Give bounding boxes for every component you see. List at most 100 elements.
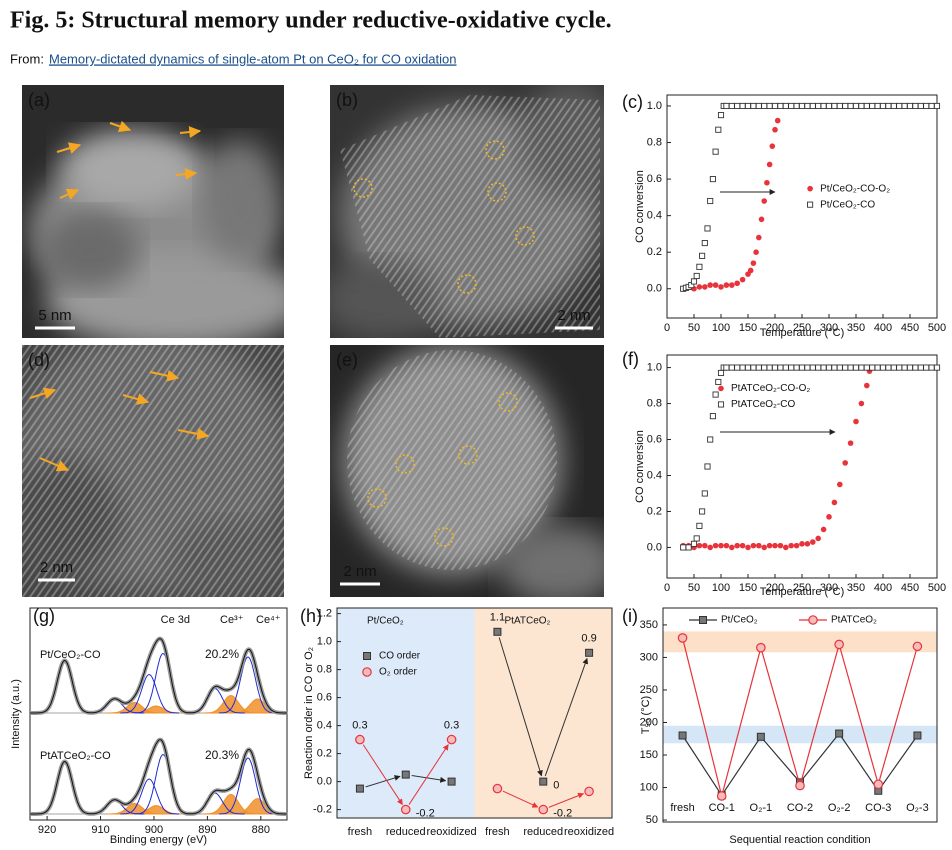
pt-atom-circle	[458, 445, 478, 465]
transition-arrow	[544, 657, 589, 777]
data-point	[842, 460, 848, 466]
data-point	[901, 364, 908, 371]
data-point	[772, 542, 778, 549]
y-tick-label: 0.6	[317, 692, 332, 704]
data-point	[744, 102, 752, 110]
data-point	[788, 102, 795, 110]
scale-bar-label: 5 nm	[38, 307, 71, 324]
x-tick-label: 350	[847, 322, 865, 334]
x-tick-label: 500	[928, 322, 946, 334]
highlight-band	[663, 631, 937, 653]
panel-label: (a)	[28, 90, 50, 110]
data-point	[769, 143, 776, 149]
data-point	[766, 364, 773, 371]
data-point	[717, 112, 725, 119]
ratio-label: 20.2%	[205, 647, 239, 661]
data-point	[831, 499, 838, 506]
data-point	[756, 642, 766, 653]
pt-atom-circle	[353, 178, 373, 198]
data-point	[825, 364, 833, 371]
data-point	[852, 364, 860, 371]
data-point	[702, 284, 708, 290]
data-point	[701, 240, 708, 247]
value-label: -0.2	[553, 808, 572, 820]
y-axis-label: CO conversion	[634, 430, 646, 503]
data-point	[798, 364, 806, 371]
data-point	[766, 102, 773, 110]
data-point	[715, 378, 722, 386]
x-tick-label: 300	[820, 582, 838, 594]
plot-frame	[662, 607, 938, 823]
data-point	[755, 102, 762, 110]
x-tick-label: 250	[793, 582, 811, 594]
lattice	[22, 345, 284, 597]
x-tick-label: 200	[766, 322, 784, 334]
data-point	[847, 102, 854, 110]
data-point	[718, 284, 724, 290]
data-point	[696, 522, 703, 529]
x-tick-label: O₂-3	[906, 802, 929, 814]
data-point	[777, 364, 784, 371]
data-point	[788, 542, 794, 549]
pt-atom-circle	[395, 454, 415, 474]
data-point	[756, 542, 762, 549]
data-point	[680, 544, 687, 551]
value-label: 0	[553, 780, 559, 792]
data-point	[707, 436, 714, 443]
data-point	[863, 364, 870, 371]
x-tick-label: 0	[664, 582, 670, 594]
fit-component	[134, 652, 193, 714]
data-point	[701, 490, 708, 497]
pointer-arrow	[59, 188, 80, 200]
x-tick-label: fresh	[485, 826, 509, 838]
x-tick-label: 200	[766, 582, 784, 594]
data-point	[753, 249, 759, 255]
data-point	[745, 544, 751, 551]
panel-label: (d)	[28, 350, 50, 370]
data-point	[804, 102, 811, 110]
region-label: PtATCeO₂	[505, 616, 551, 627]
value-label: -0.2	[416, 808, 435, 820]
y-tick-label: 0.0	[317, 776, 332, 788]
data-point	[771, 102, 779, 110]
data-point	[890, 102, 897, 110]
x-tick-label: 50	[688, 322, 700, 334]
data-point	[699, 252, 706, 259]
data-point	[912, 641, 923, 652]
data-point	[734, 102, 741, 110]
data-point	[917, 364, 924, 371]
data-point	[718, 542, 724, 549]
data-point	[858, 400, 865, 407]
fit-component	[219, 656, 278, 714]
scale-bar-label: 2 nm	[343, 563, 376, 580]
legend-label: Pt/CeO₂	[721, 615, 758, 626]
particle	[40, 210, 140, 290]
data-point	[815, 364, 822, 371]
value-label: 0.9	[581, 633, 596, 645]
data-point	[788, 364, 795, 371]
source-link[interactable]: Memory-dictated dynamics of single-atom …	[49, 51, 457, 66]
fit-component	[219, 757, 278, 815]
data-point	[750, 102, 757, 110]
data-point	[355, 784, 364, 793]
data-point	[901, 102, 908, 110]
x-tick-label: 50	[688, 582, 700, 594]
data-point	[447, 777, 456, 786]
data-point	[896, 364, 903, 371]
pt-atom-circle	[498, 392, 518, 412]
data-point	[728, 364, 735, 371]
pointer-arrow	[109, 120, 132, 133]
legend-marker	[699, 616, 707, 624]
spectrum-title: Ce 3d	[161, 614, 190, 626]
x-axis-label: Binding energy (eV)	[110, 834, 207, 846]
y-tick-label: 150	[640, 749, 658, 761]
y-tick-label: 350	[640, 619, 658, 631]
particle	[500, 525, 604, 597]
data-point	[782, 102, 789, 110]
data-point	[793, 542, 800, 549]
plot-frame	[666, 94, 938, 319]
data-point	[716, 791, 727, 801]
y-tick-label: 0.2	[647, 505, 662, 517]
data-point	[715, 126, 722, 133]
data-point	[869, 364, 876, 371]
